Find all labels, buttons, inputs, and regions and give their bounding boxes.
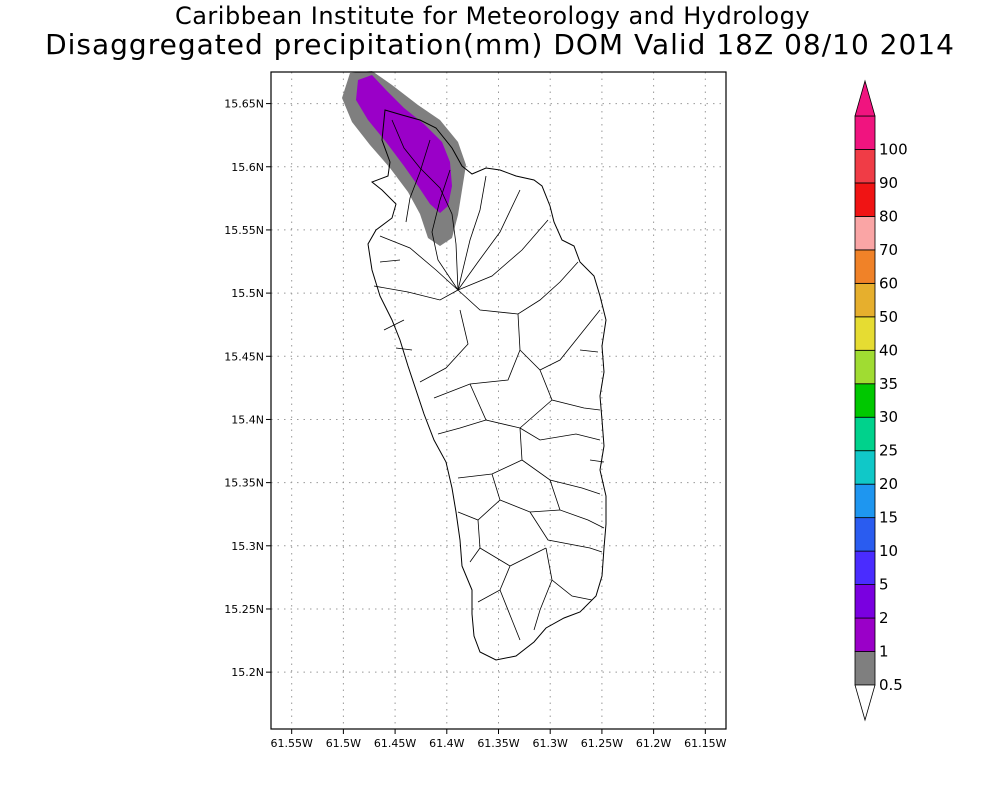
lon-tick-label: 61.3W [533,737,568,750]
lat-tick-label: 15.3N [231,540,264,553]
colorbar-level-label: 60 [879,274,898,292]
colorbar-swatch [854,115,876,150]
lat-tick-label: 15.45N [224,350,264,363]
colorbar-swatch [854,416,876,452]
colorbar-swatch [854,149,876,184]
colorbar-level-label: 2 [879,609,889,627]
colorbar-swatch [854,249,876,284]
graticule-grid [271,72,726,729]
colorbar-swatch [854,349,876,385]
colorbar-level-label: 15 [879,509,898,527]
lon-tick-label: 61.45W [374,737,416,750]
colorbar-level-label: 30 [879,408,898,426]
colorbar-level-label: 35 [879,375,898,393]
lon-tick-label: 61.55W [270,737,312,750]
colorbar-swatch [854,182,876,217]
colorbar-swatch [854,216,876,251]
chart-title-institute: Caribbean Institute for Meteorology and … [174,2,811,30]
colorbar-swatch [854,450,876,485]
colorbar-level-label: 25 [879,442,898,460]
colorbar-swatch [854,617,876,652]
colorbar-level-label: 0.5 [879,676,903,694]
lat-tick-label: 15.35N [224,477,264,490]
lon-tick-label: 61.15W [684,737,726,750]
colorbar-level-label: 20 [879,475,898,493]
lat-tick-label: 15.4N [231,413,264,426]
colorbar-under-triangle [854,684,876,722]
lat-tick-label: 15.6N [231,161,264,174]
lat-tick-label: 15.5N [231,287,264,300]
colorbar-level-label: 100 [879,140,908,158]
lat-tick-label: 15.25N [224,603,264,616]
colorbar-swatch [854,483,876,519]
lat-tick-label: 15.55N [224,224,264,237]
colorbar-over-triangle [854,79,876,117]
lat-tick-label: 15.65N [224,98,264,111]
colorbar-swatch [854,550,876,585]
lon-tick-label: 61.35W [477,737,519,750]
colorbar-swatch [854,383,876,418]
lat-tick-label: 15.2N [231,666,264,679]
colorbar-swatch [854,517,876,552]
precip-band-1mm [356,75,452,213]
colorbar-swatch [854,282,876,318]
lon-tick-label: 61.5W [326,737,361,750]
dominica-coastline [367,109,607,661]
colorbar-level-label: 90 [879,174,898,192]
colorbar-level-label: 40 [879,341,898,359]
lon-tick-label: 61.4W [429,737,464,750]
colorbar-level-label: 50 [879,308,898,326]
river-network [373,119,605,641]
colorbar-level-label: 5 [879,576,889,594]
lon-tick-label: 61.25W [581,737,623,750]
lon-tick-label: 61.2W [636,737,671,750]
colorbar-level-label: 80 [879,207,898,225]
colorbar-swatch [854,584,876,619]
colorbar-level-label: 1 [879,643,889,661]
colorbar-swatch [854,651,876,686]
colorbar-level-label: 10 [879,542,898,560]
colorbar-swatch [854,316,876,351]
chart-title-product: Disaggregated precipitation(mm) DOM Vali… [45,28,955,61]
colorbar-level-label: 70 [879,241,898,259]
